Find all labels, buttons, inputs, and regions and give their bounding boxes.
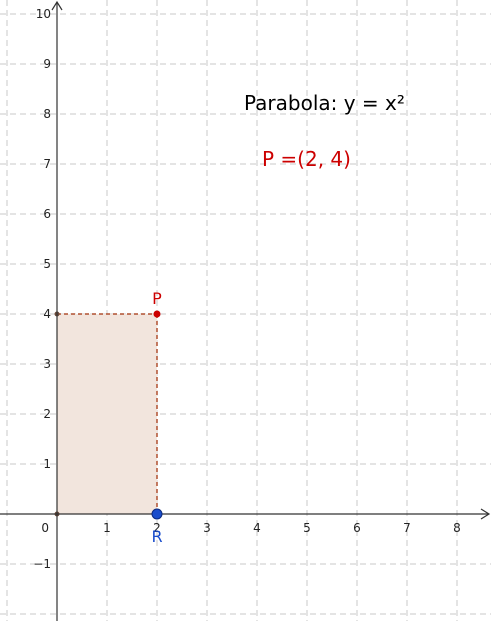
- y-tick-label: 8: [43, 107, 51, 121]
- y-tick-label: 3: [43, 357, 51, 371]
- point-r[interactable]: [151, 508, 163, 520]
- points[interactable]: PR: [151, 289, 162, 546]
- x-tick-label: 3: [203, 521, 211, 535]
- y-tick-label: 4: [43, 307, 51, 321]
- rectangle-region: [54, 311, 158, 517]
- x-axis-arrow-icon: [480, 508, 491, 520]
- y-tick-label: 1: [43, 457, 51, 471]
- y-tick-label: 6: [43, 207, 51, 221]
- point-p-coordinates: P =(2, 4): [262, 147, 351, 171]
- y-tick-label: 10: [36, 7, 51, 21]
- x-tick-label: 1: [103, 521, 111, 535]
- x-tick-label: 8: [453, 521, 461, 535]
- point-r-label: R: [151, 527, 162, 546]
- rectangle-fill: [57, 314, 157, 514]
- y-tick-label: −1: [33, 557, 51, 571]
- x-tick-label: 6: [353, 521, 361, 535]
- y-tick-label: 9: [43, 57, 51, 71]
- origin-label: 0: [41, 521, 49, 535]
- y-tick-label: 5: [43, 257, 51, 271]
- x-tick-label: 7: [403, 521, 411, 535]
- point-p-label: P: [152, 289, 162, 308]
- y-axis-arrow-icon: [51, 0, 63, 11]
- x-tick-label: 5: [303, 521, 311, 535]
- parabola-title: Parabola: y = x²: [244, 91, 405, 115]
- y-tick-label: 2: [43, 407, 51, 421]
- tick-labels: 1 2 3 4 5 6 7 8 −1 1 2 3 4 5 6 7 8 9 10 0: [33, 7, 461, 571]
- point-p[interactable]: [153, 310, 161, 318]
- x-tick-label: 4: [253, 521, 261, 535]
- y-tick-label: 7: [43, 157, 51, 171]
- x-tick-label: 2: [153, 521, 161, 535]
